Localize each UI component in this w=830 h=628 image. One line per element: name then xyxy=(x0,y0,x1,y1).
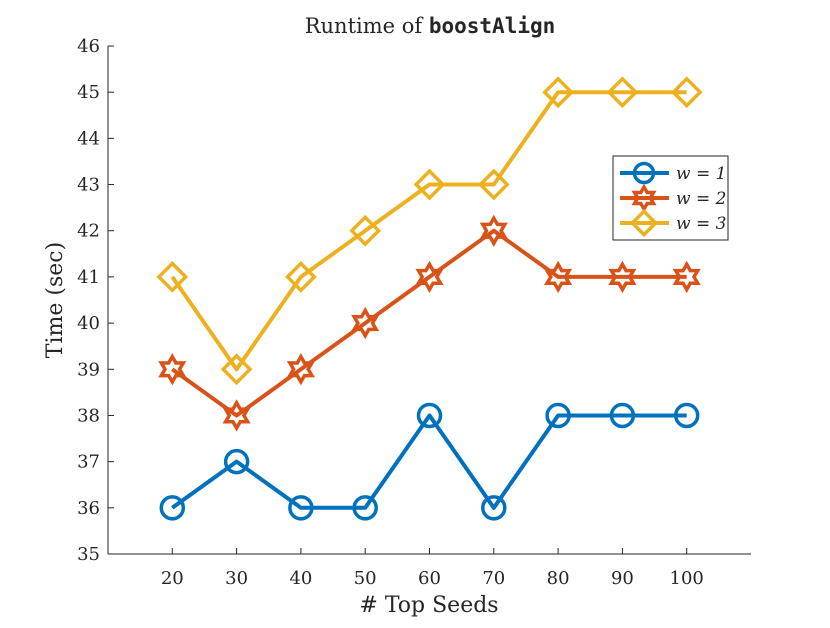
legend-label: w = 2 xyxy=(676,189,726,209)
y-tick-label: 40 xyxy=(77,313,100,334)
x-tick-label: 20 xyxy=(161,568,184,589)
data-point-w2 xyxy=(479,214,508,247)
series-w1 xyxy=(159,402,700,521)
data-point-w1 xyxy=(481,495,507,521)
data-point-w2 xyxy=(351,306,380,340)
data-point-w1 xyxy=(545,402,571,429)
data-point-w2 xyxy=(286,353,315,386)
data-point-w1 xyxy=(416,402,443,429)
chart-title-code: boostAlign xyxy=(429,14,555,38)
legend-swatch-marker xyxy=(629,208,659,238)
x-tick-label: 30 xyxy=(225,568,248,589)
data-point-w3 xyxy=(670,76,703,109)
x-tick-label: 100 xyxy=(670,568,704,589)
y-tick-label: 42 xyxy=(77,221,100,242)
legend-item-w3: w = 3 xyxy=(620,208,726,238)
legend-item-w1: w = 1 xyxy=(620,161,726,185)
data-point-w1 xyxy=(352,495,378,521)
data-point-w2 xyxy=(608,260,637,294)
chart-title-prefix: Runtime of xyxy=(305,14,429,38)
y-tick-label: 41 xyxy=(77,267,100,288)
data-point-w3 xyxy=(477,168,510,201)
x-axis-label: # Top Seeds xyxy=(359,593,498,618)
y-tick-label: 38 xyxy=(77,405,100,426)
data-point-w3 xyxy=(220,353,253,386)
axes: 35 36 37 38 39 40 41 42 43 44 45 46 20 30 40 50 60 70 80 90… xyxy=(77,36,751,589)
y-tick-label: 43 xyxy=(77,175,100,196)
x-tick-label: 90 xyxy=(611,568,634,589)
series-line-w1 xyxy=(171,413,687,510)
data-point-w1 xyxy=(609,402,636,429)
series-line-w2 xyxy=(171,228,687,418)
series-w2 xyxy=(158,214,701,432)
legend-label: w = 1 xyxy=(676,164,726,184)
legend-item-w2: w = 2 xyxy=(620,183,726,213)
y-tick-label: 35 xyxy=(77,544,100,565)
data-point-w2 xyxy=(544,260,573,294)
y-tick-label: 45 xyxy=(77,82,100,103)
y-tick-label: 39 xyxy=(77,359,100,380)
y-tick-label: 44 xyxy=(77,128,100,149)
data-point-w1 xyxy=(159,495,186,521)
x-tick-label: 80 xyxy=(547,568,570,589)
legend-swatch-marker xyxy=(632,161,656,185)
data-point-w3 xyxy=(156,261,189,293)
legend-label: w = 3 xyxy=(676,214,726,234)
data-point-w1 xyxy=(673,402,700,429)
data-point-w3 xyxy=(413,168,446,201)
data-point-w2 xyxy=(415,260,444,294)
y-axis-label: Time (sec) xyxy=(43,242,68,358)
legend: w = 1 w = 2 w = 3 xyxy=(612,155,729,241)
data-point-w3 xyxy=(542,76,574,109)
x-tick-label: 60 xyxy=(418,568,441,589)
data-point-w2 xyxy=(158,353,187,386)
x-tick-label: 40 xyxy=(289,568,312,589)
series-w3 xyxy=(156,76,703,386)
data-point-w1 xyxy=(223,448,250,475)
y-tick-label: 37 xyxy=(77,452,100,473)
x-tick-label: 70 xyxy=(482,568,505,589)
data-point-w2 xyxy=(222,399,251,432)
series-line-w3 xyxy=(170,90,687,372)
x-tick-label: 50 xyxy=(354,568,377,589)
y-tick-label: 36 xyxy=(77,498,100,519)
legend-swatch-marker xyxy=(631,183,657,213)
data-point-w1 xyxy=(288,495,314,521)
series-group xyxy=(156,76,703,521)
data-point-w3 xyxy=(606,76,639,109)
data-point-w3 xyxy=(285,261,317,293)
data-point-w2 xyxy=(672,260,701,294)
data-point-w3 xyxy=(349,214,382,247)
y-tick-label: 46 xyxy=(77,36,100,57)
chart-title: Runtime of boostAlign xyxy=(305,14,556,38)
